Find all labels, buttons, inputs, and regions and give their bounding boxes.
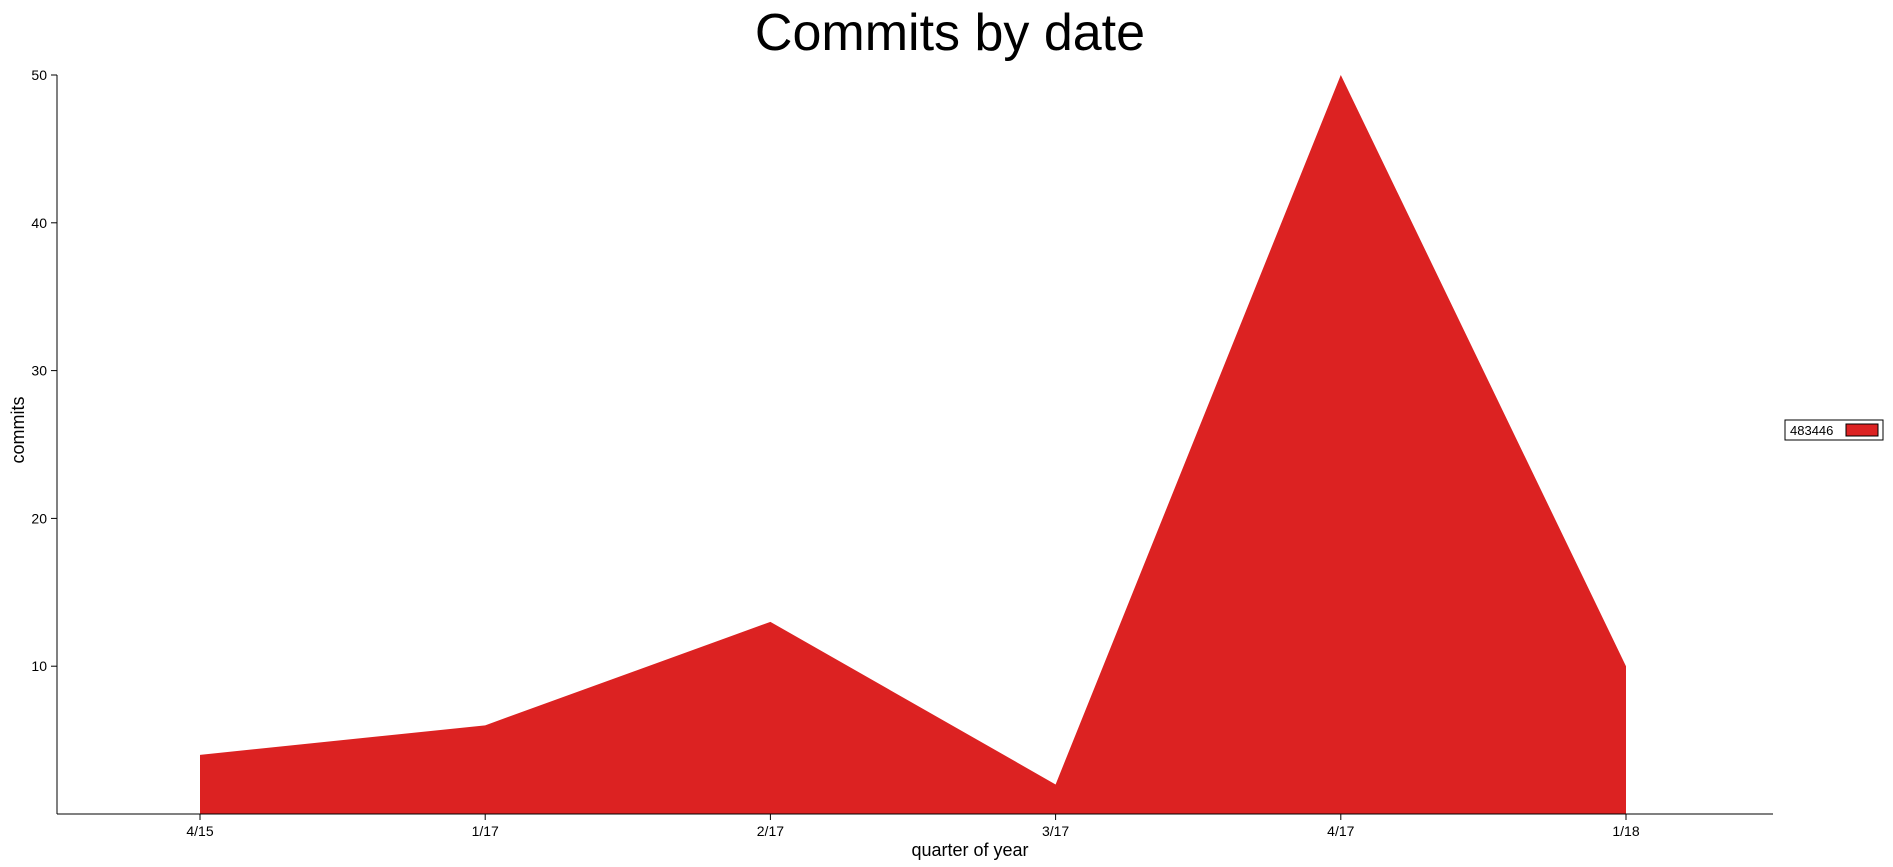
y-axis-label: commits <box>8 397 28 464</box>
legend-label: 483446 <box>1790 423 1833 438</box>
x-tick-label: 1/18 <box>1612 823 1639 839</box>
x-tick-label: 1/17 <box>472 823 499 839</box>
area-layer <box>200 75 1626 814</box>
x-tick-label: 3/17 <box>1042 823 1069 839</box>
x-axis-ticks: 4/15 1/17 2/17 3/17 4/17 1/18 <box>186 814 1640 839</box>
y-tick-label: 10 <box>31 658 47 674</box>
y-axis-ticks: 10 20 30 40 50 <box>31 67 57 674</box>
y-tick-label: 40 <box>31 215 47 231</box>
legend-swatch <box>1845 423 1879 437</box>
x-tick-label: 4/17 <box>1327 823 1354 839</box>
legend: 483446 <box>1784 419 1884 441</box>
x-tick-label: 2/17 <box>757 823 784 839</box>
x-tick-label: 4/15 <box>186 823 213 839</box>
x-axis-label: quarter of year <box>911 840 1028 860</box>
y-tick-label: 50 <box>31 67 47 83</box>
y-tick-label: 20 <box>31 510 47 526</box>
y-tick-label: 30 <box>31 363 47 379</box>
chart-title: Commits by date <box>755 4 1145 62</box>
area-series-483446 <box>200 75 1626 814</box>
